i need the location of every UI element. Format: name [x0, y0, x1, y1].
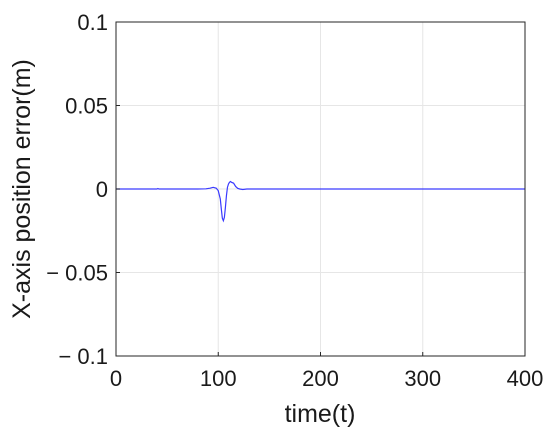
y-tick-label: 0.05 [65, 94, 108, 119]
x-tick-label: 300 [404, 366, 441, 391]
axis-ticks: 0 100 200 300 400 0.1 0.05 0 − 0.05 − 0.1 [46, 10, 543, 391]
x-tick-label: 100 [200, 366, 237, 391]
x-tick-label: 400 [507, 366, 544, 391]
x-tick-label: 0 [110, 366, 122, 391]
y-tick-label: 0.1 [77, 10, 108, 35]
y-tick-label: − 0.05 [46, 261, 108, 286]
series-line [116, 180, 525, 223]
y-tick-label: 0 [96, 177, 108, 202]
y-tick-label: − 0.1 [58, 344, 108, 369]
x-axis-label: time(t) [285, 400, 356, 428]
x-tick-label: 200 [302, 366, 339, 391]
y-axis-label: X-axis position error(m) [8, 59, 36, 319]
